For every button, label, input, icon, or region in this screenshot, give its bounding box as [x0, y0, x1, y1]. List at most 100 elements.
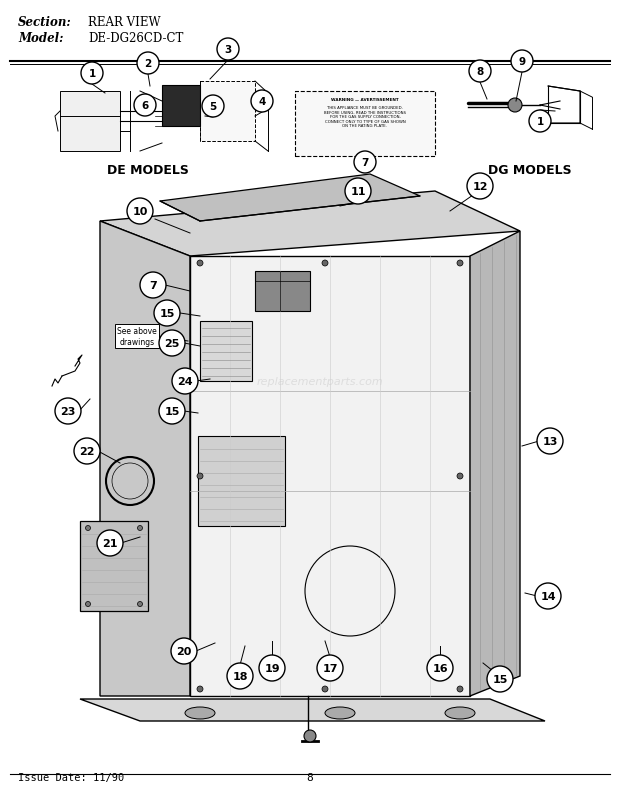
- Polygon shape: [80, 699, 545, 721]
- Text: 1: 1: [89, 69, 95, 79]
- Polygon shape: [200, 82, 255, 142]
- Circle shape: [197, 686, 203, 692]
- Circle shape: [127, 199, 153, 225]
- Polygon shape: [190, 257, 470, 696]
- Text: REAR VIEW: REAR VIEW: [88, 16, 161, 29]
- Text: 7: 7: [361, 158, 369, 168]
- Circle shape: [171, 638, 197, 664]
- Text: 15: 15: [492, 674, 508, 684]
- Circle shape: [251, 91, 273, 113]
- Ellipse shape: [445, 707, 475, 719]
- Circle shape: [140, 272, 166, 298]
- Text: DE MODELS: DE MODELS: [107, 164, 189, 177]
- Text: Section:: Section:: [18, 16, 72, 29]
- Circle shape: [322, 260, 328, 267]
- Circle shape: [81, 63, 103, 85]
- Ellipse shape: [325, 707, 355, 719]
- Text: 12: 12: [472, 182, 488, 191]
- Circle shape: [317, 655, 343, 681]
- Circle shape: [508, 99, 522, 113]
- Circle shape: [172, 368, 198, 394]
- Circle shape: [197, 260, 203, 267]
- Circle shape: [55, 398, 81, 424]
- Text: 25: 25: [164, 338, 180, 349]
- Circle shape: [322, 686, 328, 692]
- Polygon shape: [198, 436, 285, 526]
- Circle shape: [467, 174, 493, 200]
- Polygon shape: [255, 272, 310, 311]
- Circle shape: [259, 655, 285, 681]
- Polygon shape: [60, 92, 120, 152]
- Circle shape: [511, 51, 533, 73]
- Text: 20: 20: [176, 646, 192, 656]
- Polygon shape: [200, 322, 252, 381]
- Circle shape: [529, 111, 551, 133]
- Text: 9: 9: [518, 57, 526, 67]
- Circle shape: [86, 526, 91, 531]
- Circle shape: [138, 602, 143, 607]
- Polygon shape: [162, 86, 200, 127]
- Polygon shape: [160, 175, 420, 221]
- Circle shape: [427, 655, 453, 681]
- Text: 3: 3: [224, 45, 232, 55]
- Polygon shape: [100, 191, 520, 257]
- Circle shape: [537, 428, 563, 454]
- Text: 4: 4: [259, 97, 266, 107]
- Text: 5: 5: [210, 102, 216, 112]
- Text: 15: 15: [164, 406, 180, 417]
- Circle shape: [469, 61, 491, 83]
- Circle shape: [227, 663, 253, 689]
- Text: 24: 24: [177, 376, 193, 387]
- Text: 11: 11: [350, 187, 366, 197]
- Text: 17: 17: [322, 663, 338, 673]
- Circle shape: [535, 583, 561, 609]
- Text: Model:: Model:: [18, 32, 63, 45]
- Circle shape: [457, 686, 463, 692]
- Circle shape: [217, 39, 239, 61]
- Circle shape: [202, 96, 224, 118]
- Circle shape: [354, 152, 376, 174]
- Text: 1: 1: [536, 117, 544, 127]
- Circle shape: [345, 178, 371, 204]
- Ellipse shape: [185, 707, 215, 719]
- Text: 8: 8: [476, 67, 484, 77]
- Polygon shape: [470, 232, 520, 696]
- Text: 14: 14: [540, 591, 556, 601]
- Circle shape: [137, 53, 159, 75]
- Circle shape: [304, 730, 316, 742]
- Polygon shape: [100, 221, 190, 696]
- Text: 2: 2: [144, 59, 152, 69]
- Circle shape: [159, 398, 185, 424]
- Text: 7: 7: [149, 281, 157, 290]
- Circle shape: [138, 526, 143, 531]
- Circle shape: [86, 602, 91, 607]
- Text: 22: 22: [79, 446, 95, 457]
- Text: THIS APPLIANCE MUST BE GROUNDED.
BEFORE USING, READ THE INSTRUCTIONS
FOR THE GAS: THIS APPLIANCE MUST BE GROUNDED. BEFORE …: [324, 106, 406, 128]
- Text: 21: 21: [102, 539, 118, 548]
- Text: DE-DG26CD-CT: DE-DG26CD-CT: [88, 32, 184, 45]
- Text: See above
drawings: See above drawings: [117, 327, 157, 346]
- Polygon shape: [80, 521, 148, 611]
- Text: 13: 13: [542, 436, 557, 446]
- Text: 15: 15: [159, 309, 175, 319]
- FancyBboxPatch shape: [295, 92, 435, 157]
- Circle shape: [97, 530, 123, 556]
- Text: replacementparts.com: replacementparts.com: [257, 376, 383, 387]
- Text: 6: 6: [141, 101, 149, 111]
- Circle shape: [197, 474, 203, 479]
- Text: 8: 8: [307, 772, 313, 782]
- Circle shape: [74, 439, 100, 465]
- Circle shape: [154, 301, 180, 327]
- Circle shape: [134, 95, 156, 117]
- Circle shape: [487, 666, 513, 692]
- Circle shape: [159, 331, 185, 357]
- Text: 18: 18: [232, 672, 248, 681]
- Text: Issue Date: 11/90: Issue Date: 11/90: [18, 772, 124, 782]
- Text: DG MODELS: DG MODELS: [488, 164, 572, 177]
- Circle shape: [457, 474, 463, 479]
- Text: 23: 23: [60, 406, 76, 417]
- Text: 19: 19: [264, 663, 280, 673]
- Text: 16: 16: [432, 663, 448, 673]
- Text: 10: 10: [132, 207, 148, 217]
- Text: WARNING — AVERTISSEMENT: WARNING — AVERTISSEMENT: [331, 98, 399, 102]
